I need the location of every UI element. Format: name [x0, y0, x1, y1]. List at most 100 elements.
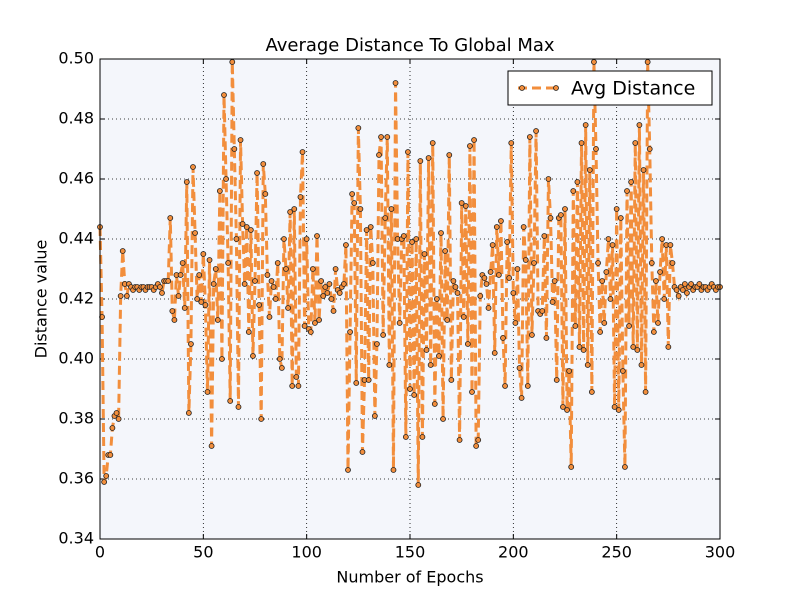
data-point: [498, 218, 504, 224]
data-point: [380, 332, 387, 338]
data-point: [314, 233, 320, 239]
data-point: [436, 353, 442, 359]
chart-title: Average Distance To Global Max: [265, 35, 554, 56]
data-point: [204, 389, 211, 395]
data-point: [320, 293, 327, 299]
data-point: [336, 290, 343, 296]
data-point: [502, 383, 508, 389]
data-point: [390, 467, 397, 473]
data-point: [531, 260, 537, 266]
data-point: [545, 176, 552, 182]
data-point: [355, 125, 362, 131]
data-point: [301, 323, 308, 329]
data-point: [626, 323, 632, 329]
data-point: [237, 137, 244, 143]
data-point: [357, 206, 364, 212]
data-point: [659, 236, 666, 242]
data-point: [419, 434, 426, 440]
data-point: [522, 257, 529, 263]
data-point: [268, 278, 275, 284]
data-point: [266, 314, 273, 320]
data-point: [322, 284, 329, 290]
y-tick-label: 0.34: [58, 529, 94, 548]
data-point: [456, 437, 463, 443]
data-point: [657, 269, 663, 275]
data-point: [190, 164, 196, 170]
data-point: [392, 80, 399, 86]
data-point: [444, 317, 451, 323]
data-point: [405, 149, 411, 155]
x-tick-label: 250: [601, 543, 632, 562]
data-point: [520, 224, 527, 230]
data-point: [181, 305, 188, 311]
data-point: [622, 464, 628, 470]
data-point: [359, 449, 366, 455]
data-point: [464, 341, 471, 347]
data-point: [493, 224, 500, 230]
y-tick-label: 0.40: [58, 349, 94, 368]
data-point: [605, 236, 612, 242]
data-point: [324, 290, 331, 296]
data-point: [675, 293, 682, 299]
data-point: [307, 329, 314, 335]
data-point: [588, 389, 595, 395]
data-point: [669, 260, 676, 266]
data-point: [634, 347, 641, 353]
data-point: [328, 296, 335, 302]
data-point: [258, 416, 265, 422]
data-point: [219, 356, 225, 362]
data-point: [646, 146, 653, 152]
y-tick-label: 0.48: [58, 109, 94, 128]
data-point: [415, 482, 422, 488]
data-point: [632, 140, 639, 146]
data-point: [506, 275, 513, 281]
data-point: [252, 278, 258, 284]
data-point: [285, 305, 291, 311]
data-point: [586, 167, 593, 173]
data-point: [595, 260, 601, 266]
data-point: [619, 368, 626, 374]
data-point: [539, 308, 546, 314]
data-point: [510, 290, 517, 296]
data-point: [312, 320, 318, 326]
data-point: [640, 167, 647, 173]
data-point: [107, 452, 114, 458]
data-point: [450, 278, 457, 284]
data-point: [376, 152, 382, 158]
data-point: [272, 296, 279, 302]
data-point: [568, 464, 575, 470]
data-point: [417, 158, 424, 164]
x-tick-label: 50: [193, 543, 213, 562]
data-point: [648, 260, 655, 266]
data-point: [673, 287, 680, 293]
data-point: [330, 308, 337, 314]
data-point: [235, 404, 242, 410]
data-point: [508, 140, 515, 146]
data-point: [551, 278, 558, 284]
data-point: [607, 296, 614, 302]
data-point: [566, 368, 573, 374]
data-point: [119, 248, 126, 254]
data-point: [396, 320, 403, 326]
x-axis-label: Number of Epochs: [336, 568, 483, 587]
data-point: [448, 377, 455, 383]
data-point: [157, 284, 163, 290]
data-point: [471, 137, 477, 143]
data-point: [113, 410, 120, 416]
data-point: [196, 272, 203, 278]
data-point: [247, 227, 254, 233]
data-point: [289, 383, 296, 389]
data-point: [400, 233, 407, 239]
x-tick-label: 100: [291, 543, 322, 562]
data-point: [223, 176, 229, 182]
data-point: [264, 272, 271, 278]
data-point: [254, 170, 260, 176]
data-point: [239, 221, 246, 227]
data-point: [262, 191, 269, 197]
data-point: [299, 149, 306, 155]
data-point: [353, 380, 360, 386]
data-point: [574, 179, 581, 185]
data-point: [440, 416, 446, 422]
data-point: [665, 344, 672, 350]
